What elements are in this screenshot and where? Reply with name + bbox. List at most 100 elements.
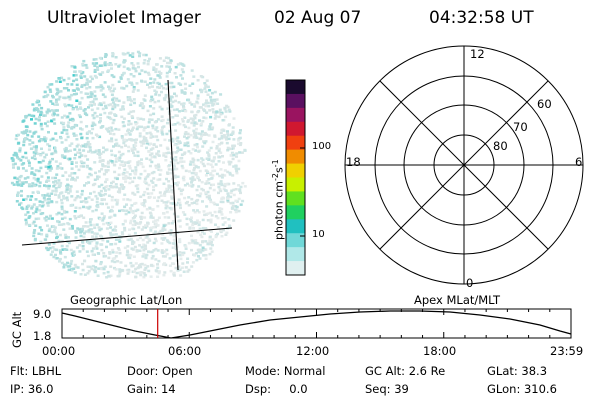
mlat-label-60: 60 — [537, 97, 552, 111]
image-pixel — [154, 90, 158, 94]
image-pixel — [90, 108, 94, 112]
image-pixel — [178, 251, 182, 254]
image-pixel — [134, 221, 138, 225]
image-pixel — [63, 155, 67, 158]
image-pixel — [57, 98, 61, 101]
image-pixel — [147, 250, 150, 253]
image-pixel — [232, 138, 236, 141]
colorbar-band — [286, 107, 305, 123]
image-pixel — [50, 192, 54, 195]
image-pixel — [206, 85, 210, 89]
image-pixel — [145, 142, 149, 145]
image-pixel — [100, 64, 104, 67]
image-pixel — [79, 231, 83, 234]
image-pixel — [98, 121, 101, 124]
image-pixel — [46, 248, 50, 251]
image-pixel — [108, 112, 111, 115]
image-pixel — [116, 247, 120, 250]
image-pixel — [168, 206, 172, 210]
image-pixel — [53, 226, 57, 229]
image-pixel — [197, 250, 201, 254]
image-pixel — [172, 108, 176, 112]
image-pixel — [109, 274, 113, 277]
image-pixel — [90, 250, 94, 253]
image-pixel — [166, 172, 170, 175]
image-pixel — [200, 235, 204, 239]
image-pixel — [110, 260, 114, 263]
image-pixel — [21, 155, 25, 159]
image-pixel — [114, 183, 118, 186]
image-pixel — [70, 172, 74, 175]
image-pixel — [17, 141, 21, 145]
image-pixel — [152, 185, 155, 188]
image-pixel — [85, 125, 89, 128]
image-pixel — [68, 118, 72, 121]
image-pixel — [94, 266, 98, 269]
image-pixel — [101, 163, 105, 166]
image-pixel — [115, 185, 119, 189]
image-pixel — [206, 101, 210, 105]
image-pixel — [183, 213, 187, 216]
image-pixel — [176, 161, 180, 165]
image-pixel — [68, 217, 72, 221]
image-pixel — [102, 217, 106, 220]
image-pixel — [146, 125, 150, 129]
image-pixel — [191, 183, 195, 187]
image-pixel — [114, 229, 118, 232]
image-pixel — [174, 182, 178, 185]
image-pixel — [54, 193, 57, 196]
image-pixel — [117, 80, 121, 83]
image-pixel — [186, 144, 190, 148]
image-pixel — [27, 161, 31, 165]
image-pixel — [104, 53, 108, 57]
image-pixel — [183, 132, 187, 136]
image-pixel — [184, 245, 188, 248]
image-pixel — [24, 213, 28, 216]
image-pixel — [150, 226, 154, 229]
image-pixel — [53, 149, 57, 153]
image-pixel — [114, 198, 118, 202]
image-pixel — [209, 146, 213, 150]
image-pixel — [176, 215, 180, 218]
image-pixel — [63, 156, 67, 159]
image-pixel — [132, 87, 136, 91]
image-pixel — [148, 158, 152, 162]
image-pixel — [80, 85, 84, 88]
image-pixel — [40, 233, 44, 236]
image-pixel — [11, 163, 15, 166]
image-pixel — [206, 93, 210, 96]
image-pixel — [68, 112, 72, 115]
image-pixel — [232, 153, 236, 157]
image-pixel — [85, 78, 89, 81]
image-pixel — [143, 99, 147, 102]
image-pixel — [122, 124, 126, 128]
image-pixel — [47, 131, 50, 134]
image-pixel — [184, 125, 187, 129]
image-pixel — [79, 91, 83, 94]
image-pixel — [18, 148, 22, 152]
image-pixel — [16, 193, 20, 197]
image-pixel — [202, 140, 206, 143]
image-pixel — [110, 63, 113, 67]
image-pixel — [147, 183, 151, 187]
image-pixel — [197, 223, 201, 227]
image-pixel — [133, 245, 137, 249]
image-pixel — [142, 202, 146, 205]
image-pixel — [93, 182, 97, 186]
image-pixel — [190, 197, 194, 201]
image-pixel — [103, 198, 106, 201]
image-pixel — [156, 205, 160, 208]
image-pixel — [79, 75, 83, 78]
image-pixel — [46, 120, 50, 123]
image-pixel — [170, 95, 173, 98]
image-pixel — [43, 136, 47, 139]
image-pixel — [133, 193, 137, 196]
image-pixel — [79, 127, 82, 130]
image-pixel — [93, 161, 97, 164]
image-pixel — [65, 132, 69, 135]
image-pixel — [188, 227, 192, 231]
image-pixel — [127, 138, 131, 141]
image-pixel — [148, 131, 152, 135]
image-pixel — [149, 142, 153, 145]
image-pixel — [224, 233, 228, 236]
